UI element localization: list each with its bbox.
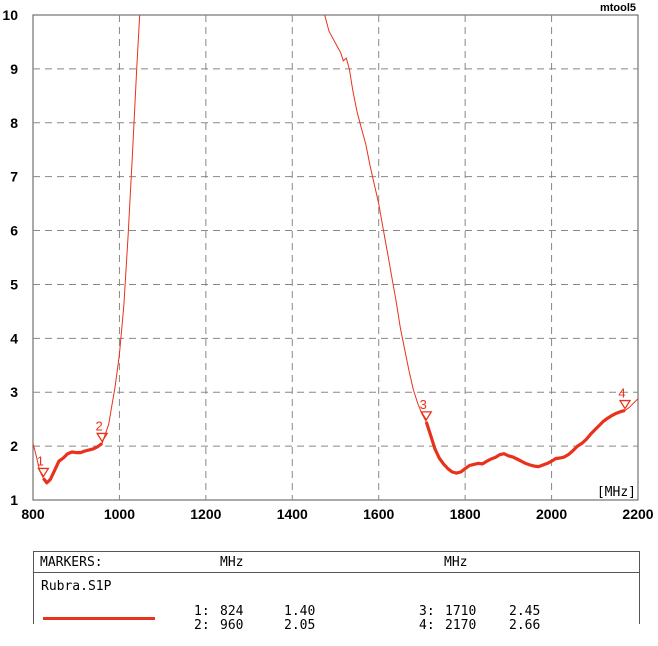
trace-legend-swatch (43, 617, 155, 620)
y-tick-label: 1 (10, 492, 18, 508)
y-tick-label: 10 (2, 7, 18, 23)
marker-1-triangle (37, 467, 50, 478)
markers-panel: MARKERS: MHz MHz Rubra.S1P 1: 824 1.40 2… (33, 551, 640, 633)
marker-2-value: 2.05 (284, 618, 316, 633)
x-tick-label: 1400 (277, 506, 308, 522)
marker-3-label: 3 (420, 397, 427, 412)
y-tick-label: 2 (10, 438, 18, 454)
y-tick-label: 4 (10, 330, 18, 346)
marker-2-label: 2 (96, 418, 103, 433)
marker-3-id: 3: (419, 604, 435, 619)
markers-separator (34, 572, 639, 573)
marker-4-label: 4 (618, 386, 625, 401)
x-tick-label: 800 (21, 506, 45, 522)
marker-3-triangle (420, 411, 433, 422)
y-tick-label: 6 (10, 223, 18, 239)
marker-4-value: 2.66 (509, 618, 541, 633)
x-tick-label: 2000 (536, 506, 567, 522)
marker-2-id: 2: (194, 618, 210, 633)
y-tick-label: 9 (10, 61, 18, 77)
y-tick-label: 7 (10, 169, 18, 185)
series-lines (32, 14, 639, 485)
marker-1-value: 1.40 (284, 604, 316, 619)
marker-4-freq: 2170 (445, 618, 477, 633)
grid-lines (33, 15, 638, 500)
series-2-band-highlight (424, 408, 626, 475)
vswr-chart: 800 1000 1200 1400 1600 1800 2000 2200 1 2 3 4 5 6 7 8 9… (2, 2, 653, 522)
x-tick-label: 1800 (450, 506, 481, 522)
plot-area (32, 14, 639, 501)
marker-3-freq: 1710 (445, 604, 477, 619)
x-tick-label: 2200 (622, 506, 653, 522)
markers-file-name: Rubra.S1P (41, 579, 112, 594)
markers-title: MARKERS: (40, 555, 103, 570)
marker-3-value: 2.45 (509, 604, 541, 619)
x-tick-label: 1200 (190, 506, 221, 522)
marker-2-freq: 960 (220, 618, 244, 633)
markers-unit-2: MHz (444, 555, 468, 570)
chart-markers: 1 2 3 4 (37, 386, 632, 478)
tick-labels: 800 1000 1200 1400 1600 1800 2000 2200 1 2 3 4 5 6 7 8 9… (2, 7, 653, 522)
marker-2-triangle (95, 432, 109, 443)
marker-1-label: 1 (37, 453, 44, 468)
marker-4-id: 4: (419, 618, 435, 633)
series-1-band-highlight (42, 442, 104, 485)
y-tick-label: 3 (10, 384, 18, 400)
x-tick-label: 1000 (104, 506, 135, 522)
y-tick-label: 5 (10, 276, 18, 292)
marker-1-id: 1: (194, 604, 210, 619)
marker-4-triangle (618, 399, 632, 410)
marker-1-freq: 824 (220, 604, 244, 619)
markers-unit-1: MHz (220, 555, 244, 570)
y-tick-label: 8 (10, 115, 18, 131)
x-unit-label: [MHz] (597, 485, 636, 500)
x-tick-label: 1600 (363, 506, 394, 522)
brand-label: mtool5 (600, 2, 636, 14)
